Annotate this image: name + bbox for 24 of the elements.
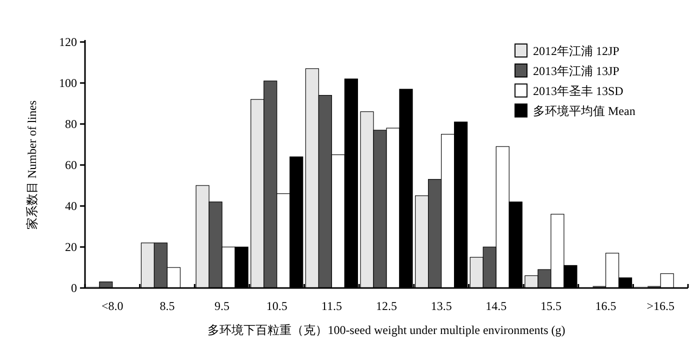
x-tick-label: 14.5 — [486, 299, 507, 313]
y-tick-label: 100 — [59, 76, 77, 90]
x-tick-label: 10.5 — [266, 299, 288, 313]
y-axis-title: 家系数目 Number of lines — [25, 100, 39, 230]
x-tick-label: 8.5 — [160, 299, 175, 313]
x-axis-title: 多环境下百粒重（克）100-seed weight under multiple environments (g) — [208, 323, 566, 337]
y-tick-label: 60 — [65, 158, 77, 172]
y-tick-label: 80 — [65, 117, 77, 131]
legend-label: 多环境平均值 Mean — [533, 104, 636, 118]
x-tick-label: >16.5 — [646, 299, 674, 313]
x-tick-label: <8.0 — [102, 299, 124, 313]
legend-label: 2013年江浦 13JP — [533, 64, 620, 78]
y-tick-label: 120 — [59, 35, 77, 49]
y-tick-label: 0 — [71, 281, 77, 295]
x-tick-label: 12.5 — [376, 299, 397, 313]
x-tick-label: 15.5 — [540, 299, 562, 313]
y-tick-label: 20 — [65, 240, 77, 254]
legend-label: 2012年江浦 12JP — [533, 44, 620, 58]
x-tick-label: 16.5 — [595, 299, 616, 313]
x-tick-label: 9.5 — [214, 299, 230, 313]
x-tick-label: 13.5 — [430, 299, 452, 313]
legend-label: 2013年圣丰 13SD — [533, 84, 624, 98]
x-tick-label: 11.5 — [321, 299, 342, 313]
y-tick-label: 40 — [65, 199, 77, 213]
